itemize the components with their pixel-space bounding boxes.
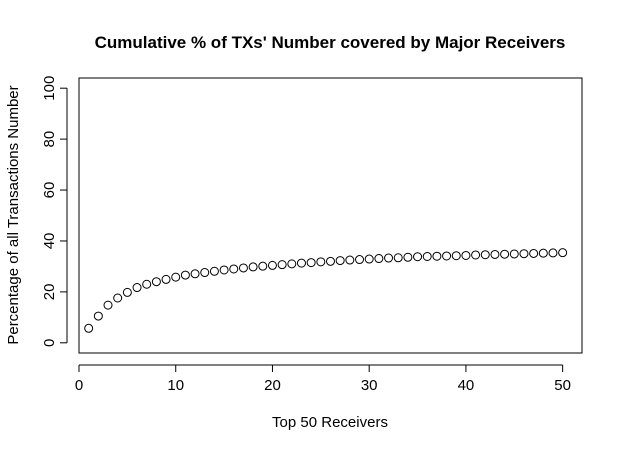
y-tick-label: 60 xyxy=(41,182,58,199)
data-point xyxy=(509,249,519,259)
data-point xyxy=(248,262,258,272)
x-axis-label: Top 50 Receivers xyxy=(272,414,388,431)
data-point xyxy=(103,300,113,310)
y-axis: 0 20 40 60 80 100 xyxy=(41,76,68,347)
plot-area xyxy=(78,77,583,354)
data-point xyxy=(403,252,413,262)
data-points xyxy=(84,248,568,333)
x-axis: 0 10 20 30 40 50 xyxy=(75,364,571,394)
data-point xyxy=(93,311,103,321)
data-point xyxy=(519,249,529,259)
data-point xyxy=(229,264,239,274)
data-point xyxy=(113,293,123,303)
data-point xyxy=(364,254,374,264)
data-point xyxy=(471,250,481,260)
data-point xyxy=(200,268,210,278)
data-point xyxy=(122,287,132,297)
data-point xyxy=(287,259,297,269)
data-point xyxy=(161,274,171,284)
data-point xyxy=(558,248,568,258)
data-point xyxy=(413,252,423,262)
data-point xyxy=(84,323,94,333)
data-point xyxy=(326,256,335,266)
data-point xyxy=(374,254,384,264)
data-point xyxy=(442,251,452,261)
data-point xyxy=(180,270,190,280)
data-point xyxy=(422,251,432,261)
data-point xyxy=(296,258,306,268)
data-point xyxy=(267,260,277,270)
data-point xyxy=(480,250,490,260)
data-point xyxy=(345,255,355,265)
data-point xyxy=(209,266,219,276)
data-point xyxy=(384,253,394,263)
data-point xyxy=(335,256,345,266)
data-point xyxy=(393,253,403,263)
data-point xyxy=(151,277,161,287)
data-point xyxy=(306,258,316,268)
data-point xyxy=(190,269,200,279)
chart-title: Cumulative % of TXs' Number covered by M… xyxy=(95,33,566,52)
data-point xyxy=(451,251,461,261)
data-point xyxy=(316,257,326,267)
data-point xyxy=(171,272,181,282)
x-tick-label: 30 xyxy=(361,377,378,394)
data-point xyxy=(132,283,142,293)
x-tick-label: 0 xyxy=(75,377,83,394)
data-point xyxy=(500,249,510,259)
data-point xyxy=(432,251,442,261)
y-tick-label: 20 xyxy=(41,284,58,301)
data-point xyxy=(529,248,539,258)
data-point xyxy=(490,249,500,259)
data-point xyxy=(219,265,229,275)
data-point xyxy=(238,263,248,273)
data-point xyxy=(142,279,152,289)
x-tick-label: 10 xyxy=(167,377,184,394)
y-axis-label: Percentage of all Transactions Number xyxy=(5,85,22,344)
y-tick-label: 40 xyxy=(41,233,58,250)
x-tick-label: 50 xyxy=(554,377,571,394)
data-point xyxy=(461,250,471,260)
y-tick-label: 100 xyxy=(41,76,58,101)
y-tick-label: 80 xyxy=(41,131,58,148)
data-point xyxy=(548,248,558,258)
y-tick-label: 0 xyxy=(41,339,58,347)
data-point xyxy=(258,261,268,271)
x-tick-label: 40 xyxy=(458,377,475,394)
x-tick-label: 20 xyxy=(264,377,281,394)
data-point xyxy=(355,255,365,265)
data-point xyxy=(538,248,548,258)
data-point xyxy=(277,260,287,270)
